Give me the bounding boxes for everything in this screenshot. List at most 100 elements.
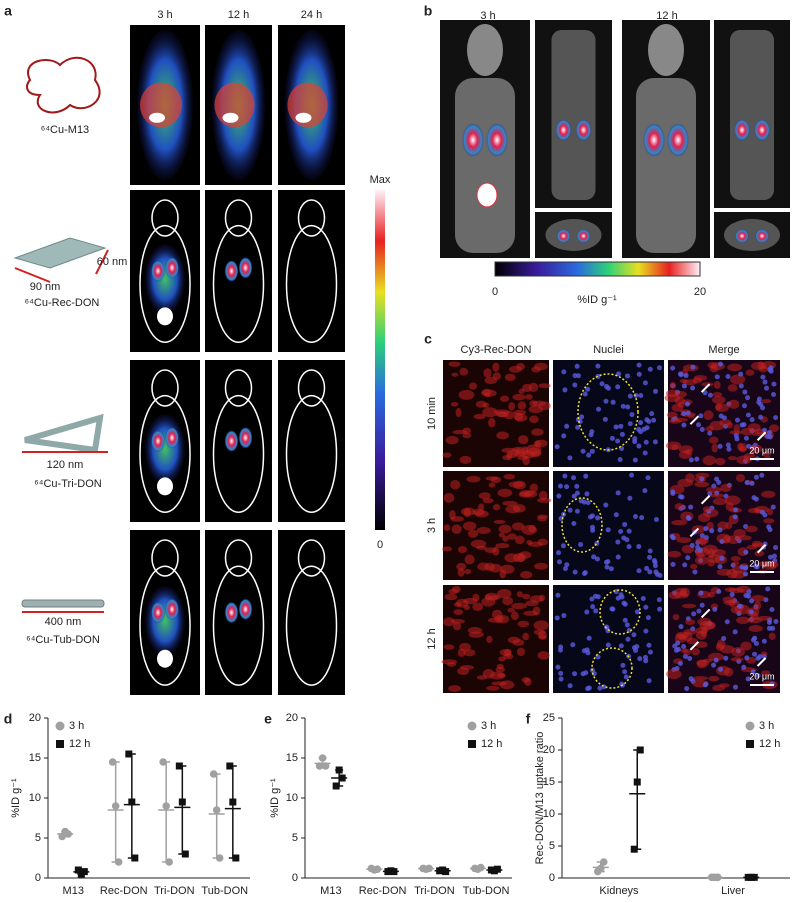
arrow — [689, 415, 700, 425]
arrow — [95, 249, 109, 275]
cy3-signal — [511, 602, 527, 610]
x-tick-label: Rec-DON — [100, 885, 148, 897]
cy3-signal — [763, 518, 775, 524]
cy3-signal — [508, 402, 516, 411]
cy3-signal — [735, 473, 745, 483]
nucleus — [603, 502, 609, 508]
cy3-signal — [727, 456, 738, 461]
nucleus — [688, 457, 694, 463]
cy3-signal — [745, 369, 755, 376]
cy3-signal — [462, 521, 477, 531]
nucleus — [558, 670, 564, 676]
cy3-signal — [537, 516, 548, 522]
mouse-body — [212, 224, 265, 344]
cy3-signal — [761, 651, 768, 656]
m13-illustration — [26, 56, 101, 114]
panel-label: e — [264, 711, 272, 727]
dimension-label: 400 nm — [45, 616, 82, 628]
data-point — [373, 865, 382, 873]
cy3-signal — [491, 681, 507, 686]
cy3-signal — [507, 533, 517, 540]
nucleus — [570, 642, 576, 648]
nucleus — [699, 427, 705, 433]
cy3-signal — [502, 535, 509, 542]
kidney — [643, 123, 665, 157]
cy3-signal — [707, 559, 715, 567]
nucleus — [617, 457, 623, 463]
cy3-signal — [499, 395, 510, 402]
nucleus — [748, 609, 754, 615]
nucleus — [738, 383, 744, 389]
data-point — [596, 864, 605, 873]
nucleus — [599, 381, 605, 387]
nucleus — [609, 435, 615, 441]
cy3-signal — [678, 450, 692, 460]
cy3-signal — [748, 625, 763, 632]
cy3-signal — [705, 426, 714, 432]
mouse-head — [297, 369, 326, 407]
region-outline — [577, 373, 639, 451]
nucleus — [615, 438, 621, 444]
cy3-signal — [718, 683, 730, 688]
cy3-signal — [683, 628, 697, 635]
cy3-signal — [498, 532, 505, 538]
nucleus — [636, 371, 642, 377]
cy3-signal — [715, 457, 726, 466]
nucleus — [605, 642, 611, 648]
nucleus — [752, 651, 758, 657]
scale-bar-label: 20 μm — [749, 671, 774, 681]
nucleus — [736, 603, 742, 609]
bladder — [157, 649, 173, 668]
nucleus — [639, 515, 645, 521]
cy3-signal — [749, 444, 763, 454]
nucleus — [624, 373, 630, 379]
nucleus — [636, 544, 642, 550]
nucleus — [716, 589, 722, 595]
nucleus — [690, 385, 696, 391]
nucleus — [646, 678, 652, 684]
cy3-signal — [516, 362, 526, 371]
nucleus — [707, 392, 713, 398]
nucleus — [636, 568, 642, 574]
nucleus — [746, 443, 752, 449]
cy3-signal — [678, 445, 694, 453]
ct-section — [724, 219, 780, 251]
cy3-signal — [732, 561, 740, 566]
cy3-signal — [497, 488, 513, 498]
cy3-signal — [676, 537, 692, 544]
nucleus — [733, 432, 739, 438]
nucleus — [638, 392, 644, 398]
nucleus — [609, 606, 615, 612]
nucleus — [685, 514, 691, 520]
cy3-signal — [708, 436, 719, 444]
nucleus — [694, 456, 700, 462]
arrow — [689, 527, 700, 538]
cy3-signal — [472, 508, 485, 516]
nucleus — [762, 379, 768, 385]
cy3-signal — [518, 551, 532, 559]
image-tile — [278, 190, 345, 352]
nucleus — [574, 483, 580, 489]
nucleus — [560, 543, 566, 549]
kidney — [151, 601, 165, 624]
nucleus — [595, 373, 601, 379]
nucleus — [678, 624, 684, 630]
arrow — [756, 431, 767, 441]
data-point — [209, 770, 218, 778]
nucleus — [574, 490, 580, 496]
kidney — [238, 598, 253, 621]
cy3-signal — [724, 495, 741, 506]
cy3-signal — [706, 486, 722, 494]
nucleus — [688, 676, 694, 682]
nucleus — [743, 565, 749, 571]
nucleus — [590, 604, 596, 610]
cy3-signal — [492, 504, 501, 511]
nucleus — [584, 491, 590, 497]
data-point — [162, 802, 170, 810]
cy3-signal — [666, 411, 678, 419]
data-point — [318, 754, 327, 762]
cy3-signal — [683, 648, 691, 656]
y-tick-label: 20 — [286, 712, 298, 724]
nucleus — [771, 391, 777, 397]
